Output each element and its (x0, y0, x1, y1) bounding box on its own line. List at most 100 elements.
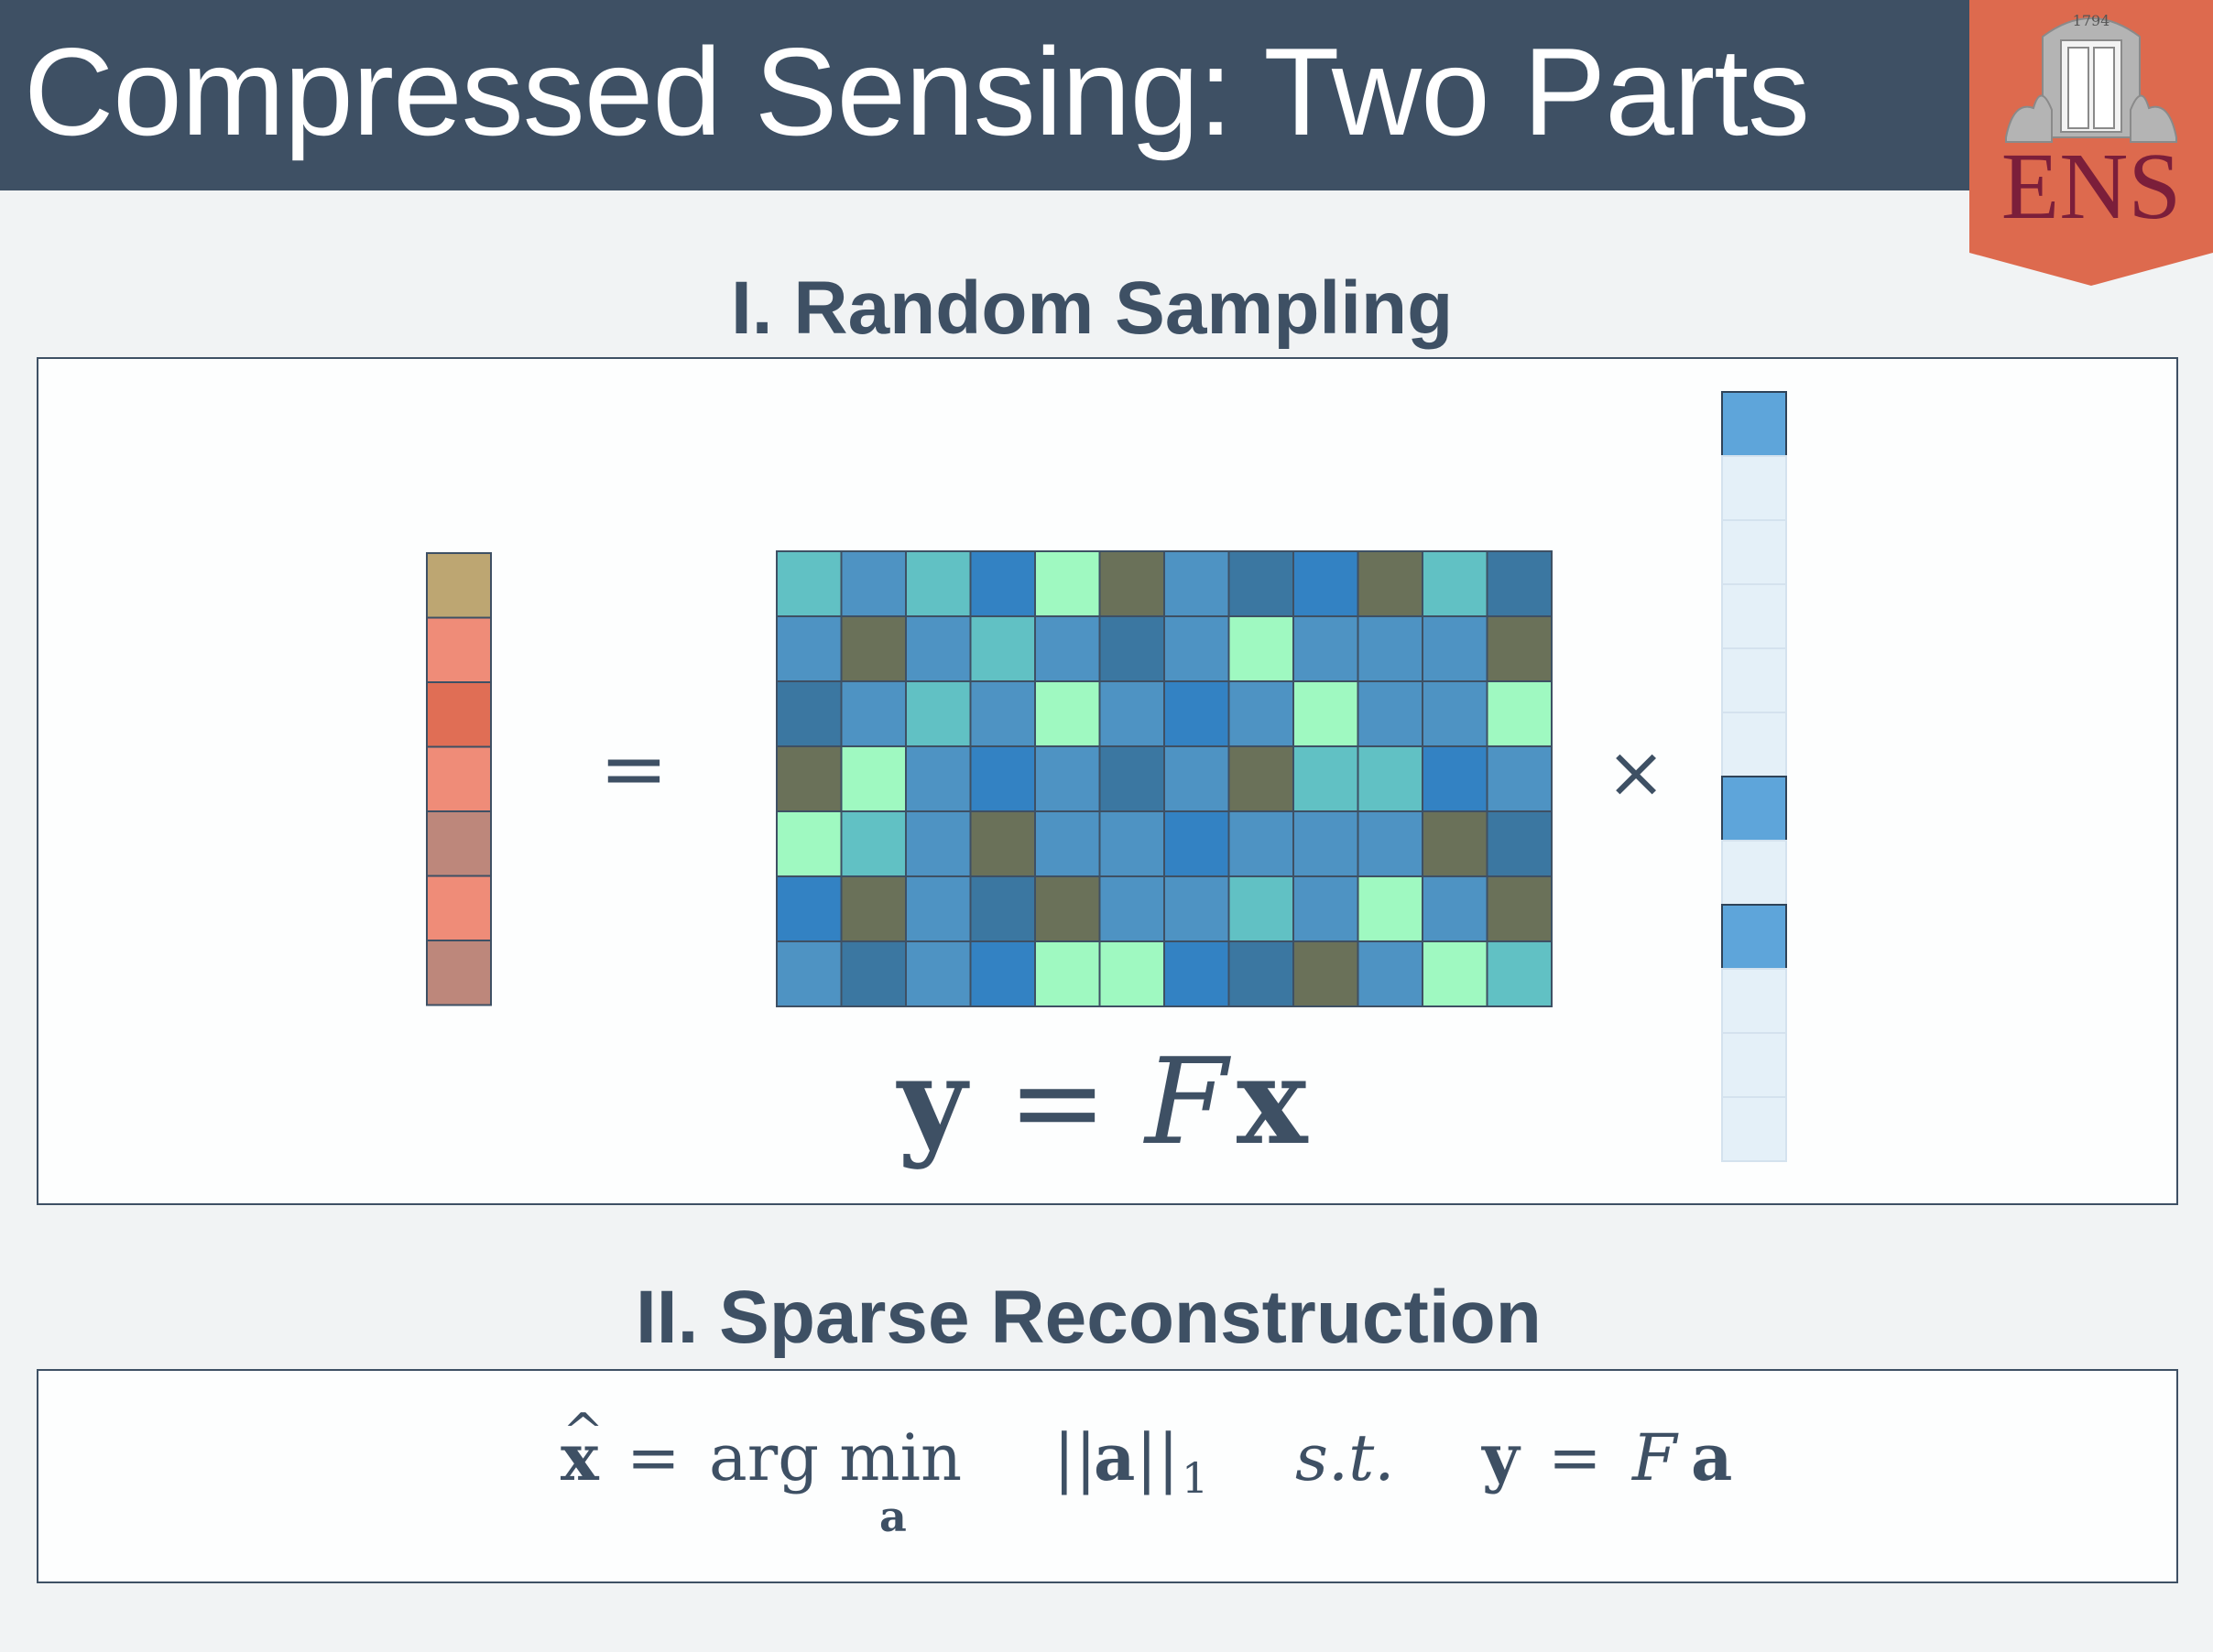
x-cell (1721, 391, 1787, 457)
F-cell (1098, 745, 1165, 812)
F-cell (1034, 875, 1101, 942)
F-cell (1486, 940, 1553, 1007)
F-cell (1227, 615, 1294, 682)
F-cell (1357, 615, 1423, 682)
equals-symbol: = (599, 721, 668, 817)
F-cell (1163, 940, 1230, 1007)
section2-heading: II. Sparse Reconstruction (636, 1276, 1542, 1359)
section1-heading: I. Random Sampling (731, 266, 1454, 350)
F-cell (1098, 550, 1165, 617)
F-cell (1163, 680, 1230, 747)
F-cell (969, 875, 1036, 942)
x-cell (1721, 519, 1787, 585)
y-cell (426, 940, 492, 1006)
F-cell (1357, 940, 1423, 1007)
sensing-matrix-F (776, 550, 1553, 1007)
F-cell (1227, 940, 1294, 1007)
sparse-vector-x (1721, 391, 1787, 1162)
F-cell (1292, 745, 1359, 812)
F-cell (969, 615, 1036, 682)
x-cell (1721, 1096, 1787, 1162)
sparse-reconstruction-panel (37, 1369, 2178, 1583)
F-cell (1227, 810, 1294, 877)
F-cell (1357, 745, 1423, 812)
F-cell (1163, 745, 1230, 812)
x-cell (1721, 455, 1787, 521)
F-cell (1227, 550, 1294, 617)
F-cell (1292, 550, 1359, 617)
y-cell (426, 745, 492, 812)
eq-F: F (1143, 1032, 1232, 1171)
F-cell (1292, 810, 1359, 877)
slide-title: Compressed Sensing: Two Parts (24, 22, 1810, 161)
F-cell (1486, 810, 1553, 877)
F-cell (776, 550, 843, 617)
F-cell (905, 940, 972, 1007)
y-cell (426, 810, 492, 877)
F-cell (905, 745, 972, 812)
x-cell (1721, 904, 1787, 970)
F-cell (1422, 615, 1488, 682)
measurement-vector-y (426, 552, 492, 1006)
F-cell (1227, 680, 1294, 747)
F-cell (1422, 745, 1488, 812)
F-cell (840, 550, 907, 617)
F-cell (969, 550, 1036, 617)
F-cell (969, 745, 1036, 812)
F-cell (1292, 680, 1359, 747)
F-cell (1422, 680, 1488, 747)
title-bar: Compressed Sensing: Two Parts (0, 0, 1971, 190)
F-cell (1357, 680, 1423, 747)
F-cell (1357, 810, 1423, 877)
equation-y-eq-Fx: y = F x (896, 1031, 1309, 1171)
F-cell (1292, 875, 1359, 942)
F-cell (776, 745, 843, 812)
building-icon (2005, 17, 2177, 143)
F-cell (776, 810, 843, 877)
F-cell (1098, 940, 1165, 1007)
F-cell (1422, 875, 1488, 942)
y-cell (426, 681, 492, 748)
F-cell (1034, 615, 1101, 682)
F-cell (905, 810, 972, 877)
x-cell (1721, 1032, 1787, 1098)
F-cell (1422, 550, 1488, 617)
times-symbol: × (1606, 732, 1665, 814)
F-cell (1163, 810, 1230, 877)
F-cell (1034, 940, 1101, 1007)
F-cell (840, 615, 907, 682)
logo-text: ENS (2001, 134, 2181, 239)
F-cell (1486, 875, 1553, 942)
x-cell (1721, 968, 1787, 1034)
F-cell (1292, 615, 1359, 682)
F-cell (840, 745, 907, 812)
F-cell (1227, 875, 1294, 942)
F-cell (1034, 745, 1101, 812)
F-cell (1034, 680, 1101, 747)
F-cell (1163, 875, 1230, 942)
x-cell (1721, 712, 1787, 777)
logo-banner (1969, 0, 2213, 286)
F-cell (905, 875, 972, 942)
F-cell (1163, 550, 1230, 617)
F-cell (969, 940, 1036, 1007)
eq-equals: = (1008, 1032, 1107, 1171)
F-cell (1163, 615, 1230, 682)
x-cell (1721, 776, 1787, 842)
F-cell (1098, 680, 1165, 747)
F-cell (1422, 810, 1488, 877)
F-cell (905, 550, 972, 617)
x-cell (1721, 583, 1787, 649)
F-cell (1292, 940, 1359, 1007)
F-cell (840, 680, 907, 747)
F-cell (1357, 550, 1423, 617)
x-cell (1721, 840, 1787, 906)
F-cell (1486, 680, 1553, 747)
x-cell (1721, 647, 1787, 713)
eq-y: y (896, 1031, 970, 1171)
F-cell (1098, 875, 1165, 942)
F-cell (969, 810, 1036, 877)
F-cell (1034, 810, 1101, 877)
F-cell (840, 940, 907, 1007)
